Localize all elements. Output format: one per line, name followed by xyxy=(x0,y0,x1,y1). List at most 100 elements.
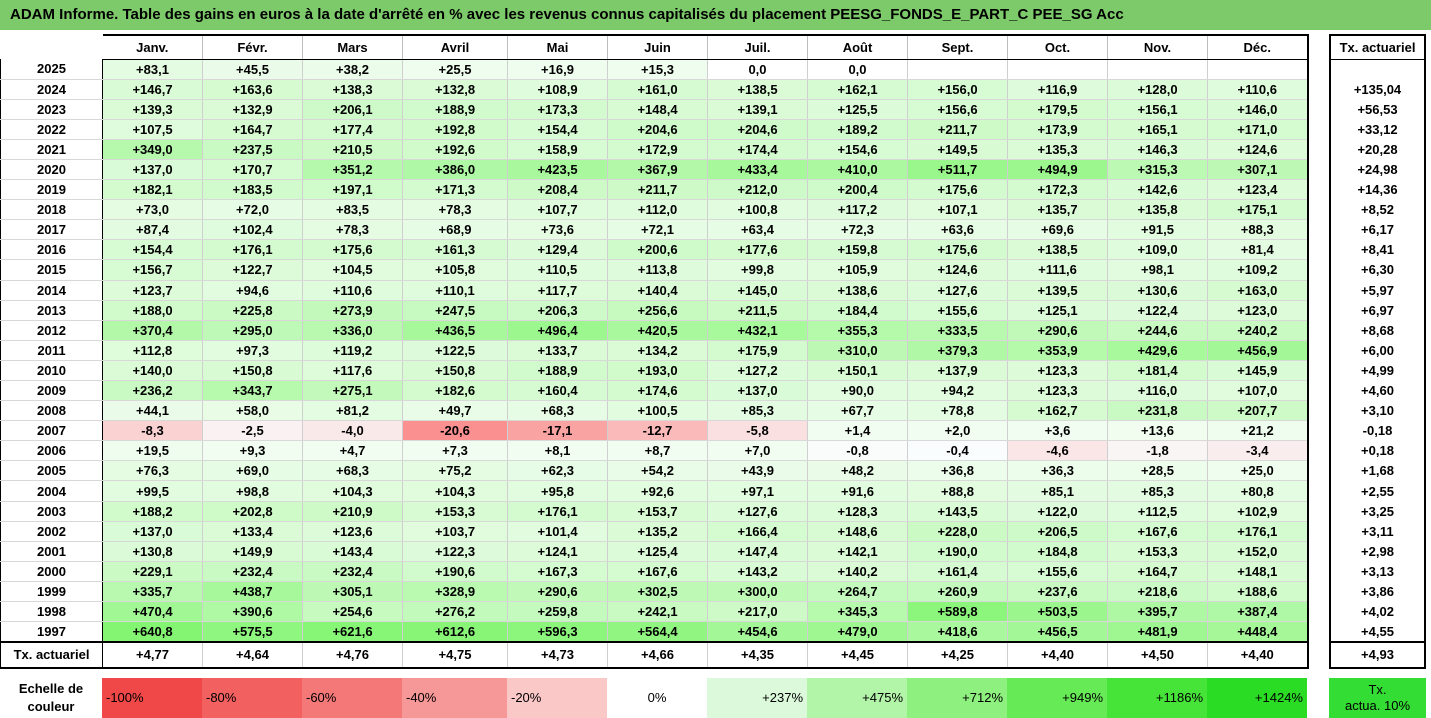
gain-cell: +152,0 xyxy=(1207,541,1309,562)
side-row: +8,68 xyxy=(1329,320,1426,341)
gain-cell: +128,0 xyxy=(1107,79,1208,100)
gain-cell: +164,7 xyxy=(1107,561,1208,582)
gain-cell: +154,4 xyxy=(507,119,608,140)
gain-cell: +456,9 xyxy=(1207,340,1309,361)
gain-cell: +124,6 xyxy=(1207,139,1309,160)
gain-cell: +132,9 xyxy=(202,99,303,120)
gain-cell: +36,3 xyxy=(1007,460,1108,482)
gain-cell: +162,7 xyxy=(1007,400,1108,422)
gain-cell: +256,6 xyxy=(607,300,708,321)
gain-cell: +128,3 xyxy=(807,501,908,522)
gain-cell: +159,8 xyxy=(807,239,908,261)
gain-cell: +146,0 xyxy=(1207,99,1309,120)
side-footer-value: +4,93 xyxy=(1329,640,1426,669)
gain-cell: +68,3 xyxy=(302,460,403,482)
gain-cell: +1,4 xyxy=(807,420,908,442)
gain-cell: +206,5 xyxy=(1007,521,1108,542)
gain-cell: +183,5 xyxy=(202,179,303,201)
gain-cell: +589,8 xyxy=(907,601,1008,623)
gain-cell: +145,9 xyxy=(1207,360,1309,382)
gain-cell: +99,8 xyxy=(707,259,808,281)
gain-cell: +135,3 xyxy=(1007,139,1108,160)
gain-cell: +111,6 xyxy=(1007,259,1108,281)
gain-cell: +197,1 xyxy=(302,179,403,201)
gain-cell: +110,6 xyxy=(1207,79,1309,100)
footer-rate-cell: +4,35 xyxy=(707,640,808,669)
actuarial-rate-cell: +3,10 xyxy=(1329,400,1426,421)
gain-cell: +163,0 xyxy=(1207,280,1309,301)
table-row: 2018 +73,0 +72,0 +83,5 +78,3 +107,7 +112,0 +100… xyxy=(0,199,1309,221)
gain-cell: +184,8 xyxy=(1007,541,1108,562)
gain-cell: +112,5 xyxy=(1107,501,1208,522)
gain-cell: +386,0 xyxy=(402,159,508,181)
table-row: 1999 +335,7 +438,7 +305,1 +328,9 +290,6 +302,5… xyxy=(0,581,1309,603)
side-row: +6,30 xyxy=(1329,259,1426,281)
gain-cell: +110,6 xyxy=(302,280,403,301)
actuarial-rate-cell: -0,18 xyxy=(1329,420,1426,441)
gain-cell: +481,9 xyxy=(1107,621,1208,643)
actuarial-rate-cell: +6,00 xyxy=(1329,340,1426,361)
gain-cell: +140,0 xyxy=(102,360,203,382)
table-row: 2017 +87,4 +102,4 +78,3 +68,9 +73,6 +72,1 +63,4… xyxy=(0,219,1309,241)
gain-cell: +49,7 xyxy=(402,400,508,422)
gain-cell: +139,1 xyxy=(707,99,808,120)
gain-cell: +119,2 xyxy=(302,340,403,361)
gain-cell: +423,5 xyxy=(507,159,608,181)
gain-cell xyxy=(1207,59,1309,80)
gain-cell: +173,9 xyxy=(1007,119,1108,140)
legend-tx-line2: actua. 10% xyxy=(1344,698,1411,713)
actuarial-rate-cell: +4,02 xyxy=(1329,601,1426,622)
gain-cell: +148,4 xyxy=(607,99,708,120)
gain-cell: +133,4 xyxy=(202,521,303,542)
gain-cell: +127,6 xyxy=(907,280,1008,301)
table-row: 2001 +130,8 +149,9 +143,4 +122,3 +124,1 +125,4… xyxy=(0,541,1309,562)
gain-cell: +9,3 xyxy=(202,440,303,462)
gain-cell: +153,3 xyxy=(402,501,508,522)
side-row: +20,28 xyxy=(1329,139,1426,160)
gain-cell: +116,0 xyxy=(1107,380,1208,402)
gain-cell: +90,0 xyxy=(807,380,908,402)
gain-cell: +420,5 xyxy=(607,320,708,341)
gain-cell: +188,6 xyxy=(1207,581,1309,603)
actuarial-rate-cell: +6,17 xyxy=(1329,219,1426,240)
gain-cell: +172,9 xyxy=(607,139,708,160)
gain-cell: +147,4 xyxy=(707,541,808,562)
year-label: 2010 xyxy=(0,360,103,382)
gain-cell: +212,0 xyxy=(707,179,808,201)
side-row: +3,86 xyxy=(1329,581,1426,602)
gain-cell: +564,4 xyxy=(607,621,708,643)
gain-cell: -1,8 xyxy=(1107,440,1208,462)
gain-cell: +218,6 xyxy=(1107,581,1208,603)
year-label: 2008 xyxy=(0,400,103,422)
gain-cell: +188,9 xyxy=(507,360,608,382)
year-label: 2006 xyxy=(0,440,103,462)
gain-cell: +232,4 xyxy=(202,561,303,582)
actuarial-rate-cell: +56,53 xyxy=(1329,99,1426,120)
gain-cell: +68,3 xyxy=(507,400,608,422)
gain-cell: +25,0 xyxy=(1207,460,1309,482)
year-label: 2016 xyxy=(0,239,103,261)
gain-cell: +351,2 xyxy=(302,159,403,181)
gain-cell: +176,1 xyxy=(1207,521,1309,542)
gain-cell: +140,4 xyxy=(607,280,708,301)
gain-cell: +175,6 xyxy=(302,239,403,261)
year-label: 2013 xyxy=(0,300,103,321)
gain-cell: +123,0 xyxy=(1207,300,1309,321)
gain-cell: +165,1 xyxy=(1107,119,1208,140)
gain-cell: +153,7 xyxy=(607,501,708,522)
side-row xyxy=(1329,59,1426,80)
gain-cell: +16,9 xyxy=(507,59,608,80)
year-label: 2020 xyxy=(0,159,103,181)
legend-actuarial-swatch: Tx. actua. 10% xyxy=(1329,678,1426,718)
table-row: 2015 +156,7 +122,7 +104,5 +105,8 +110,5 +113,8… xyxy=(0,259,1309,281)
gain-cell: +104,3 xyxy=(402,480,508,502)
gain-cell: +479,0 xyxy=(807,621,908,643)
gain-cell: +174,6 xyxy=(607,380,708,402)
gain-cell: +335,7 xyxy=(102,581,203,603)
gain-cell: +173,3 xyxy=(507,99,608,120)
gain-cell: +211,5 xyxy=(707,300,808,321)
gain-cell: +167,6 xyxy=(607,561,708,582)
gain-cell: +109,0 xyxy=(1107,239,1208,261)
gain-cell: +125,1 xyxy=(1007,300,1108,321)
gain-cell: +182,6 xyxy=(402,380,508,402)
